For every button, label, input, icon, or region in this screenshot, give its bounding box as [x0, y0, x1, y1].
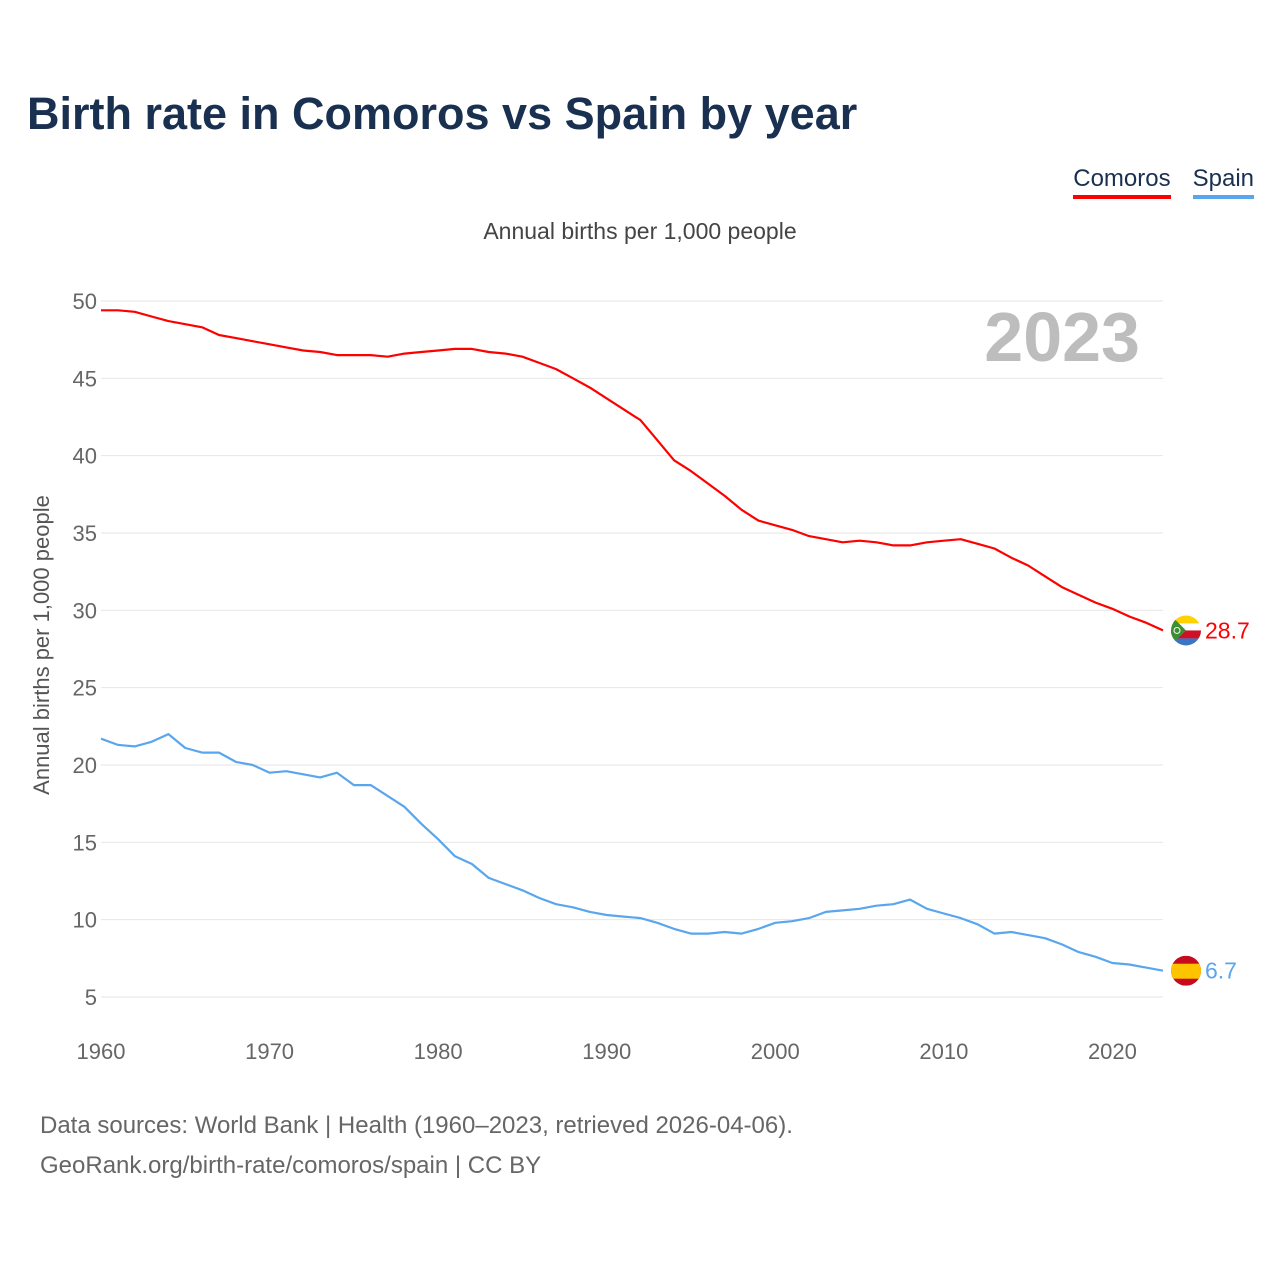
source-note: Data sources: World Bank | Health (1960–… — [40, 1106, 793, 1186]
x-tick-label: 2000 — [751, 1039, 800, 1064]
legend-item-spain[interactable]: Spain — [1192, 165, 1254, 199]
y-tick-label: 30 — [73, 598, 97, 623]
y-tick-label: 10 — [73, 908, 97, 933]
y-tick-label: 50 — [73, 289, 97, 314]
spain-flag-icon — [1171, 955, 1201, 986]
y-tick-label: 5 — [85, 985, 97, 1010]
legend-item-comoros[interactable]: Comoros — [1073, 165, 1171, 199]
x-tick-label: 2010 — [919, 1039, 968, 1064]
source-line-1: Data sources: World Bank | Health (1960–… — [40, 1112, 793, 1139]
y-tick-label: 35 — [73, 521, 97, 546]
end-value-label-comoros: 28.7 — [1205, 617, 1250, 643]
chart-subtitle: Annual births per 1,000 people — [483, 218, 797, 244]
end-value-label-spain: 6.7 — [1205, 958, 1237, 984]
x-tick-label: 1960 — [77, 1039, 126, 1064]
y-tick-label: 20 — [73, 753, 97, 778]
series-line-spain — [100, 733, 1164, 972]
x-tick-label: 1970 — [245, 1039, 294, 1064]
y-tick-label: 25 — [73, 676, 97, 701]
comoros-flag-icon — [1171, 615, 1201, 646]
chart-title: Birth rate in Comoros vs Spain by year — [27, 88, 858, 139]
y-tick-label: 15 — [73, 830, 97, 855]
x-tick-label: 2020 — [1088, 1039, 1137, 1064]
year-watermark: 2023 — [984, 298, 1140, 376]
y-tick-label: 45 — [73, 366, 97, 391]
series-line-comoros — [101, 309, 1164, 632]
legend: Comoros Spain — [1073, 165, 1254, 199]
y-tick-label: 40 — [73, 444, 97, 469]
source-line-2[interactable]: GeoRank.org/birth-rate/comoros/spain | C… — [40, 1152, 542, 1179]
x-tick-label: 1980 — [414, 1039, 463, 1064]
x-tick-label: 1990 — [582, 1039, 631, 1064]
